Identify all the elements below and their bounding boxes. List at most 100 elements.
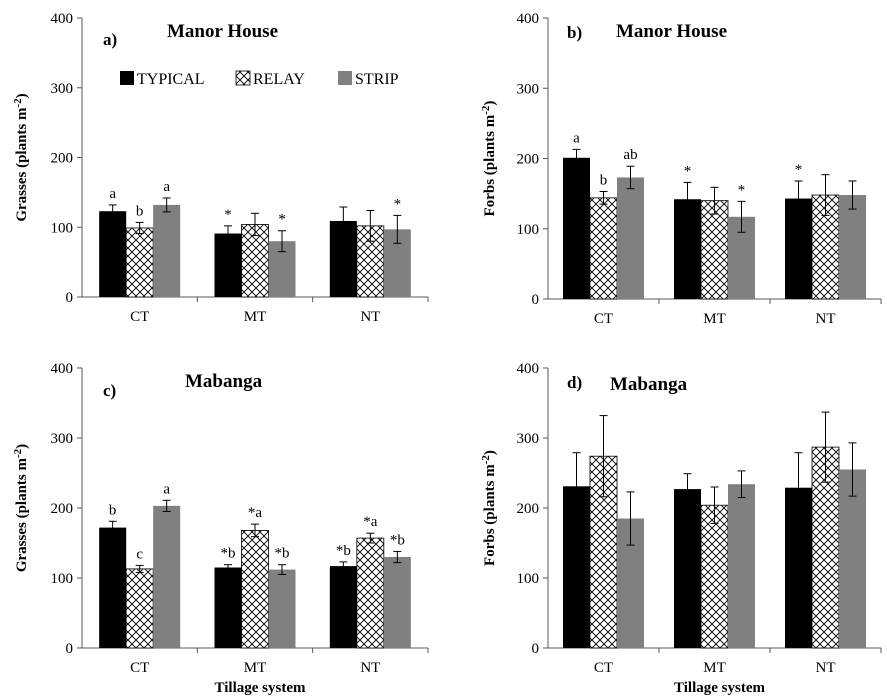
significance-label: * [684,163,692,179]
significance-label: b [136,203,144,219]
y-tick-label: 300 [51,431,74,447]
y-tick-label: 100 [517,222,540,238]
significance-label: c [136,546,143,562]
x-tick-label: MT [703,311,726,327]
significance-label: b [600,173,608,189]
x-tick-label: NT [816,660,836,676]
y-tick-label: 0 [66,290,74,306]
significance-label: a [109,186,116,202]
significance-label: * [224,207,232,223]
chart-panel-4: 0 100 200 300 400 CT MT NT d) Mabanga Forbs (plant… [480,361,882,696]
panel-title: Manor House [616,21,727,42]
significance-label: * [738,182,746,198]
bar-strip-nt [839,469,866,648]
legend-swatch-strip [338,71,352,85]
significance-label: a [573,130,580,146]
bar-strip-nt [383,557,411,648]
bar-strip-mt [268,569,296,648]
y-tick-label: 0 [532,292,540,308]
x-tick-label: NT [360,309,380,325]
panel-letter: c) [103,381,116,400]
chart-panel-1: 0 100 200 300 400 CT a b a MT * * NT * a) Manor House Gr… [12,11,429,325]
significance-label: *b [390,532,405,548]
bar-relay-ct [125,227,154,298]
bar-typical-ct [99,211,127,297]
panel-title: Mabanga [185,371,263,392]
y-tick-label: 300 [517,81,540,97]
y-axis-label: Forbs (plants m-2) [480,450,498,566]
panel-title: Mabanga [610,374,688,395]
bar-relay-nt [356,537,385,649]
legend-swatch-relay [235,70,251,86]
bar-relay-mt [700,504,729,649]
y-tick-label: 400 [51,11,74,27]
significance-label: * [394,196,402,212]
bar-relay-ct [125,568,154,649]
panel-letter: b) [567,23,582,42]
x-tick-label: CT [594,660,613,676]
y-tick-label: 200 [517,152,540,168]
significance-label: *a [363,514,378,530]
y-tick-label: 100 [517,571,540,587]
bar-strip-mt [728,484,755,648]
y-tick-label: 400 [517,361,540,377]
y-tick-label: 300 [517,431,540,447]
legend-swatch-typical [120,71,134,85]
y-tick-label: 400 [51,361,74,377]
significance-label: *b [221,546,236,562]
y-tick-label: 0 [532,641,540,657]
y-tick-label: 100 [51,571,74,587]
legend-label-strip: STRIP [355,71,399,88]
legend-label-relay: RELAY [253,71,305,88]
y-tick-label: 200 [51,151,74,167]
y-tick-label: 200 [517,501,540,517]
bar-strip-ct [617,177,644,299]
significance-label: * [795,162,803,178]
significance-label: *b [275,546,290,562]
bar-typical-ct [563,157,590,299]
legend: TYPICAL RELAY STRIP [120,70,399,88]
significance-label: *b [336,543,351,559]
bar-relay-mt [700,200,729,300]
y-tick-label: 400 [517,11,540,27]
chart-panel-3: 0 100 200 300 400 CT b c a MT *b *a *b NT *b *a *b c) Maba… [12,361,429,696]
bar-relay-mt [241,530,269,649]
x-tick-label: NT [360,660,380,676]
bar-typical-mt [214,233,242,297]
significance-label: *a [248,505,263,521]
significance-label: * [278,212,286,228]
x-tick-label: CT [594,311,613,327]
x-tick-label: CT [130,309,149,325]
significance-label: a [163,179,170,195]
x-axis-label: Tillage system [674,680,765,696]
x-axis-label: Tillage system [215,680,306,696]
bar-relay-ct [589,197,618,300]
panel-letter: d) [567,373,582,392]
bar-typical-mt [674,489,701,648]
y-tick-label: 0 [66,641,74,657]
y-axis-label: Forbs (plants m-2) [480,101,498,217]
bar-typical-nt [329,566,357,648]
bar-strip-ct [153,204,181,297]
legend-label-typical: TYPICAL [137,71,205,88]
x-tick-label: MT [703,660,726,676]
y-axis-label: Grasses (plants m-2) [12,93,30,221]
y-tick-label: 300 [51,81,74,97]
bar-typical-mt [214,567,242,648]
x-tick-label: NT [816,311,836,327]
significance-label: b [109,502,117,518]
significance-label: a [163,481,170,497]
significance-label: ab [623,147,637,163]
y-tick-label: 200 [51,501,74,517]
panel-title: Manor House [167,21,278,42]
bar-strip-ct [153,505,181,648]
x-tick-label: MT [244,309,267,325]
bar-strip-nt [839,195,866,299]
panel-letter: a) [103,30,117,49]
y-axis-label: Grasses (plants m-2) [12,444,30,572]
x-tick-label: MT [244,660,267,676]
x-tick-label: CT [130,660,149,676]
bar-typical-ct [99,527,127,648]
